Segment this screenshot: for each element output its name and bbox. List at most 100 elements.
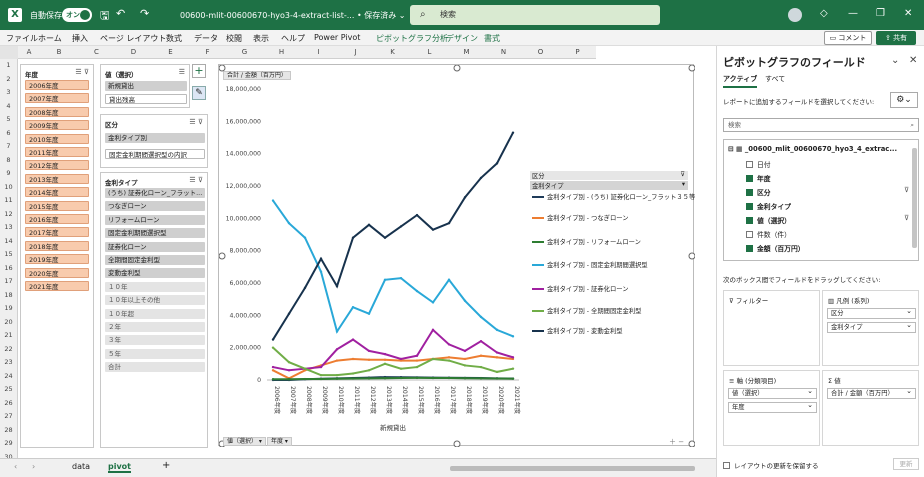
tab-pivotchart-analyze[interactable]: ピボットグラフ分析 [376,34,448,43]
data-point[interactable] [399,357,403,361]
close-pane-icon[interactable]: ✕ [909,55,918,66]
row-header[interactable]: 1 [0,59,18,73]
data-point[interactable] [495,377,499,380]
slicer-item-year[interactable]: 2009年度 [25,120,89,131]
row-header[interactable]: 23 [0,356,18,370]
data-point[interactable] [447,221,451,225]
undo-icon[interactable]: ↶ [116,7,126,20]
slicer-item-rate-type[interactable]: ２年 [105,322,205,332]
values-area[interactable]: Σ 値 合計 / 金額（百万円） [822,370,919,446]
multi-select-icon[interactable]: ☰ [178,68,185,76]
avatar[interactable] [788,8,802,22]
slicer-item-rate-type[interactable]: 証券化ローン [105,241,205,252]
column-header[interactable]: P [559,46,596,59]
row-header[interactable]: 16 [0,261,18,275]
axis-field-year[interactable]: 年度 [728,401,817,413]
slicer-item-rate-type[interactable]: リフォームローン [105,214,205,225]
row-header[interactable]: 17 [0,275,18,289]
data-point[interactable] [495,328,499,332]
data-point[interactable] [463,299,467,302]
tab-file[interactable]: ファイル [6,34,38,43]
series-line[interactable] [272,199,514,338]
tab-help[interactable]: ヘルプ [281,34,305,43]
row-header[interactable]: 21 [0,329,18,343]
slicer-item-rate-type[interactable]: 固定金利期間選択型 [105,228,205,239]
data-point[interactable] [463,357,467,361]
tab-active[interactable]: アクティブ [723,74,758,88]
resize-handle[interactable] [688,65,695,72]
slicer-item-year[interactable]: 2013年度 [25,173,89,184]
slicer-item-rate-type[interactable]: ５年 [105,348,205,359]
row-header[interactable]: 9 [0,167,18,181]
row-header[interactable]: 8 [0,153,18,167]
share-button[interactable]: ⇪ 共有 [876,31,916,45]
slicer-item-rate-type[interactable]: (うち) 証券化ローン_フラット... [105,188,205,198]
multi-select-filter-icons[interactable]: ☰ ⊽ [189,176,203,184]
slicer-item-year[interactable]: 2017年度 [25,227,89,238]
resize-handle[interactable] [688,440,695,447]
data-point[interactable] [367,369,371,372]
legend-item[interactable]: 金利タイプ別 - 固定金利期間選択型 [532,260,648,269]
legend-area[interactable]: ▥ 凡例 (系列) 区分 金利タイプ [822,290,919,366]
data-point[interactable] [383,236,387,239]
slicer-item-rate-type[interactable]: １０年超 [105,308,205,319]
update-button[interactable]: 更新 [893,458,919,470]
tab-all[interactable]: すべて [765,75,786,83]
filter-area[interactable]: ⊽ フィルター [723,290,820,366]
slicer-item-year[interactable]: 2006年度 [25,80,89,90]
data-point[interactable] [431,228,435,231]
filter-icon[interactable]: ⊽ [680,171,685,178]
redo-icon[interactable]: ↷ [140,7,150,20]
field-count[interactable]: 件数（件） [746,229,791,239]
close-icon[interactable]: ✕ [904,8,913,19]
data-point[interactable] [303,367,307,370]
brush-icon[interactable]: ✎ [192,86,206,100]
sheet-tab-data[interactable]: data [72,462,91,471]
slicer-item-year[interactable]: 2014年度 [25,187,89,198]
data-point[interactable] [271,365,275,369]
legend-field-rate-type[interactable]: 金利タイプ [827,321,916,333]
sheet-prev-icon[interactable]: ‹ [14,462,18,471]
minimize-icon[interactable]: — [848,8,858,19]
table-item[interactable]: ⊟ ▦ _00600_mlit_00600670_hyo3_4_extrac..… [728,145,898,153]
data-point[interactable] [335,359,339,362]
data-point[interactable] [367,312,371,315]
data-point[interactable] [447,359,451,362]
row-header[interactable]: 28 [0,423,18,437]
horizontal-scrollbar[interactable] [450,466,695,471]
data-point[interactable] [319,270,323,273]
field-list-scrollbar[interactable] [912,148,917,248]
tab-data[interactable]: データ [194,34,218,43]
data-point[interactable] [287,369,291,372]
slicer-item-year[interactable]: 2020年度 [25,267,89,278]
data-point[interactable] [447,376,451,380]
row-header[interactable]: 13 [0,221,18,235]
data-point[interactable] [335,377,339,380]
data-point[interactable] [463,196,467,199]
axis-area[interactable]: ≡ 軸 (分類項目) 値（選択） 年度 [723,370,820,446]
multi-select-filter-icons[interactable]: ☰ ⊽ [189,118,203,126]
data-point[interactable] [399,376,403,380]
row-header[interactable]: 15 [0,248,18,262]
row-header[interactable]: 29 [0,437,18,451]
legend-header[interactable]: 区分 ⊽ [530,171,688,180]
data-point[interactable] [447,278,451,281]
data-point[interactable] [399,367,403,370]
data-point[interactable] [511,335,515,338]
slicer-item-new-loan[interactable]: 新規貸出 [105,81,187,91]
column-header[interactable]: D [115,46,152,59]
expand-collapse-icon[interactable]: ＋ − [669,438,685,446]
data-point[interactable] [287,312,291,315]
tab-power-pivot[interactable]: Power Pivot [314,33,361,42]
data-point[interactable] [335,330,339,333]
data-point[interactable] [351,338,355,341]
data-point[interactable] [319,373,323,377]
legend-item[interactable]: 金利タイプ別 - 変動金利型 [532,326,623,335]
add-icon[interactable]: + [192,64,206,78]
data-point[interactable] [271,346,275,349]
multi-select-filter-icons[interactable]: ☰ ⊽ [75,68,89,76]
pivot-chart[interactable]: 合計 / 金額（百万円） 0 2,000,000 4,000,000 6,000,00… [218,64,695,447]
data-point[interactable] [351,357,355,361]
field-year[interactable]: 年度 [746,173,771,183]
row-header[interactable]: 18 [0,288,18,302]
